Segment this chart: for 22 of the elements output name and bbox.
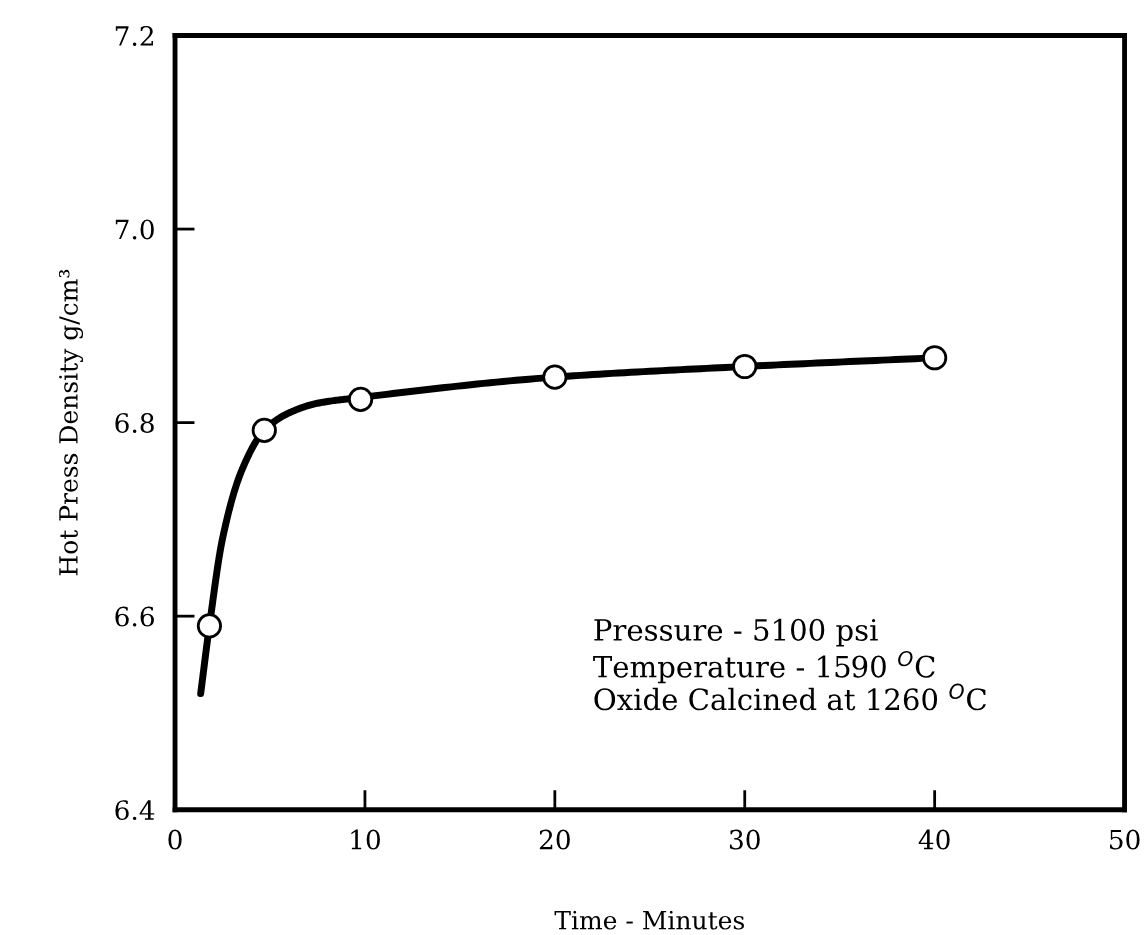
y-tick-label: 6.8 <box>115 413 154 434</box>
annotation: Oxide Calcined at 1260 $^{O}$C <box>594 683 986 711</box>
x-tick-label: 30 <box>729 829 760 850</box>
point <box>542 364 568 390</box>
point <box>732 353 758 380</box>
x-tick-label: 40 <box>918 829 950 850</box>
annotation: Pressure - 5100 psi <box>594 618 878 647</box>
x-tick-label: 20 <box>539 829 570 850</box>
point <box>922 345 948 371</box>
y-tick-label: 6.6 <box>115 606 154 627</box>
x-axis-title: Time - Minutes <box>554 910 744 930</box>
y-axis-title: Hot Press Density g/cm³ <box>58 269 84 576</box>
annotation: Temperature - 1590 $^{O}$C <box>593 650 935 684</box>
point <box>251 417 277 443</box>
point <box>347 386 374 412</box>
y-tick-label: 6.4 <box>115 800 155 821</box>
x-tick-label: 0 <box>168 829 182 850</box>
x-tick-label: 10 <box>351 829 380 850</box>
x-tick-label: 50 <box>1110 829 1140 850</box>
point <box>196 613 222 639</box>
y-tick-label: 7.0 <box>115 219 154 240</box>
y-tick-label: 7.2 <box>115 25 153 46</box>
